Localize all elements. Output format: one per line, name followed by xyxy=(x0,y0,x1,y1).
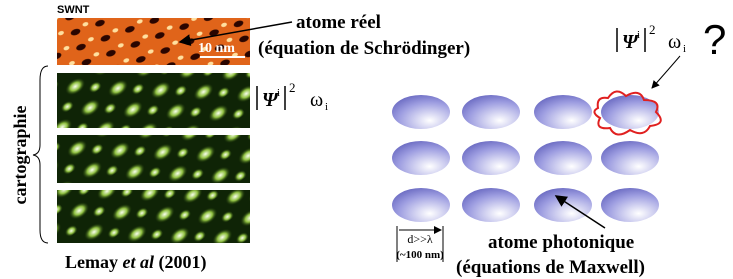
photonic-atom xyxy=(534,141,592,175)
photonic-atom xyxy=(534,188,592,222)
map-image xyxy=(57,190,250,243)
scale-label: 10 nm xyxy=(198,41,235,56)
photonic-atom xyxy=(392,141,450,175)
omega: ω xyxy=(668,31,681,53)
subscript: i xyxy=(325,101,328,113)
subscript: i xyxy=(683,43,686,55)
index: i xyxy=(277,87,280,99)
spacing-size: (~100 nm) xyxy=(396,249,444,261)
formula: Ψ i 2 ω i xyxy=(257,80,328,113)
spacing-label: d>>λ xyxy=(407,232,433,246)
photonic-equation-label: (équations de Maxwell) xyxy=(456,257,645,278)
citation: Lemay et al (2001) xyxy=(65,252,207,273)
power: 2 xyxy=(649,22,656,37)
photonic-atom xyxy=(392,188,450,222)
arrow xyxy=(652,56,680,88)
photonic-atom xyxy=(462,188,520,222)
photonic-atom xyxy=(601,141,659,175)
photonic-array xyxy=(392,91,661,222)
photonic-atom xyxy=(534,95,592,129)
real-equation-label: (équation de Schrödinger) xyxy=(258,38,470,59)
author: Lemay xyxy=(65,252,118,272)
question-mark: ? xyxy=(703,16,726,63)
figure: SWNT 10 nm cartographie atome réel (équa… xyxy=(0,0,733,279)
et-al: et al xyxy=(123,252,155,272)
year: (2001) xyxy=(159,252,207,273)
sample-label: SWNT xyxy=(57,4,90,16)
formula: Ψ i 2 ω i xyxy=(617,22,686,55)
mapping-label: cartographie xyxy=(10,106,30,205)
map-image xyxy=(57,135,250,183)
real-atom-label: atome réel xyxy=(296,12,381,33)
power: 2 xyxy=(289,80,296,95)
photonic-atom xyxy=(462,141,520,175)
omega: ω xyxy=(310,89,323,111)
photonic-atom xyxy=(601,188,659,222)
index: i xyxy=(637,29,640,41)
photonic-atom xyxy=(462,95,520,129)
photonic-atom xyxy=(392,95,450,129)
photonic-atom-label: atome photonique xyxy=(488,232,634,253)
map-image xyxy=(57,73,250,128)
bracket xyxy=(33,66,48,243)
